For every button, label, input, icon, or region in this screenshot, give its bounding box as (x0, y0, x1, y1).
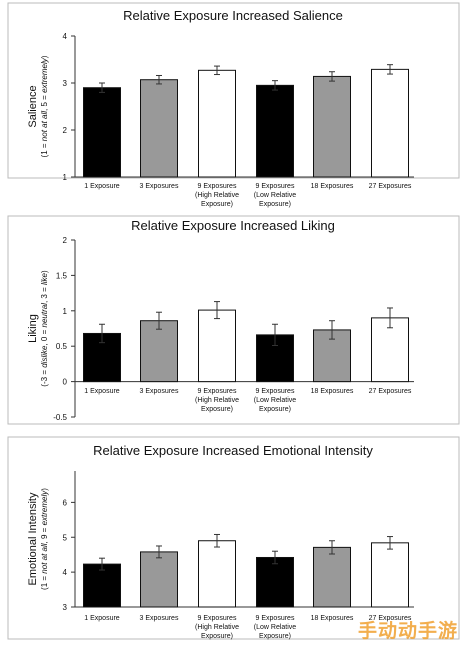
bar (198, 540, 236, 608)
y-tick-label: 0.5 (56, 342, 68, 351)
y-tick-label: -0.5 (53, 413, 67, 422)
y-tick-label: 4 (63, 568, 68, 577)
x-tick-label: 18 Exposures (311, 183, 354, 190)
bar (313, 75, 351, 178)
bar (140, 551, 178, 608)
y-tick-label: 2 (63, 126, 68, 135)
y-tick-label: 0 (63, 378, 68, 387)
x-tick-label: 9 Exposures (Low Relative Exposure) (254, 183, 297, 208)
x-tick-label: 9 Exposures (Low Relative Exposure) (254, 388, 297, 413)
bar (256, 84, 294, 178)
y-tick-label: 4 (63, 32, 68, 41)
y-axis-note: (1 = not at all, 5 = extremely) (40, 55, 49, 157)
x-tick-label: 3 Exposures (140, 183, 179, 190)
x-tick-label: 27 Exposures (369, 183, 412, 190)
x-tick-label: 9 Exposures (High Relative Exposure) (195, 388, 239, 413)
x-tick-label: 18 Exposures (311, 615, 354, 622)
chart-panel-frame (7, 436, 460, 640)
bar (198, 309, 236, 383)
x-tick-label: 27 Exposures (369, 615, 412, 622)
bar (83, 87, 121, 178)
x-tick-label: 3 Exposures (140, 388, 179, 395)
bar (256, 556, 294, 608)
y-tick-label: 6 (63, 498, 68, 507)
y-axis-label: Emotional Intensity (27, 492, 39, 585)
y-axis-note: (1 = not at all, 9 = extremely) (40, 488, 49, 590)
bar (140, 79, 178, 178)
x-tick-label: 9 Exposures (High Relative Exposure) (195, 615, 239, 640)
x-tick-label: 3 Exposures (140, 615, 179, 622)
bar (83, 332, 121, 383)
chart-title: Relative Exposure Increased Salience (123, 8, 343, 23)
x-tick-label: 1 Exposure (84, 183, 120, 190)
bar (83, 563, 121, 608)
y-tick-label: 2 (63, 236, 68, 245)
chart-panel-frame (7, 215, 460, 425)
x-tick-label: 9 Exposures (High Relative Exposure) (195, 183, 239, 208)
y-tick-label: 5 (63, 533, 68, 542)
x-tick-label: 1 Exposure (84, 388, 120, 395)
x-tick-label: 27 Exposures (369, 388, 412, 395)
y-tick-label: 1.5 (56, 271, 68, 280)
chart-title: Relative Exposure Increased Emotional In… (93, 443, 373, 458)
x-tick-label: 18 Exposures (311, 388, 354, 395)
y-axis-label: Liking (27, 314, 39, 343)
y-tick-label: 1 (63, 173, 68, 182)
bar (313, 546, 351, 608)
y-axis-label: Salience (27, 85, 39, 127)
x-tick-label: 9 Exposures (Low Relative Exposure) (254, 615, 297, 640)
x-tick-label: 1 Exposure (84, 615, 120, 622)
y-tick-label: 1 (63, 307, 68, 316)
chart-panel-frame (7, 2, 460, 179)
bar (371, 542, 409, 608)
y-tick-label: 3 (63, 603, 68, 612)
bar (371, 317, 409, 383)
bar (140, 320, 178, 383)
y-tick-label: 3 (63, 79, 68, 88)
watermark-logo: 手动动手游 (357, 620, 458, 642)
bar (371, 68, 409, 178)
bar (198, 69, 236, 178)
y-axis-note: (-3 = dislike, 0 = neutral, 3 = like) (40, 270, 49, 387)
chart-title: Relative Exposure Increased Liking (131, 218, 335, 233)
